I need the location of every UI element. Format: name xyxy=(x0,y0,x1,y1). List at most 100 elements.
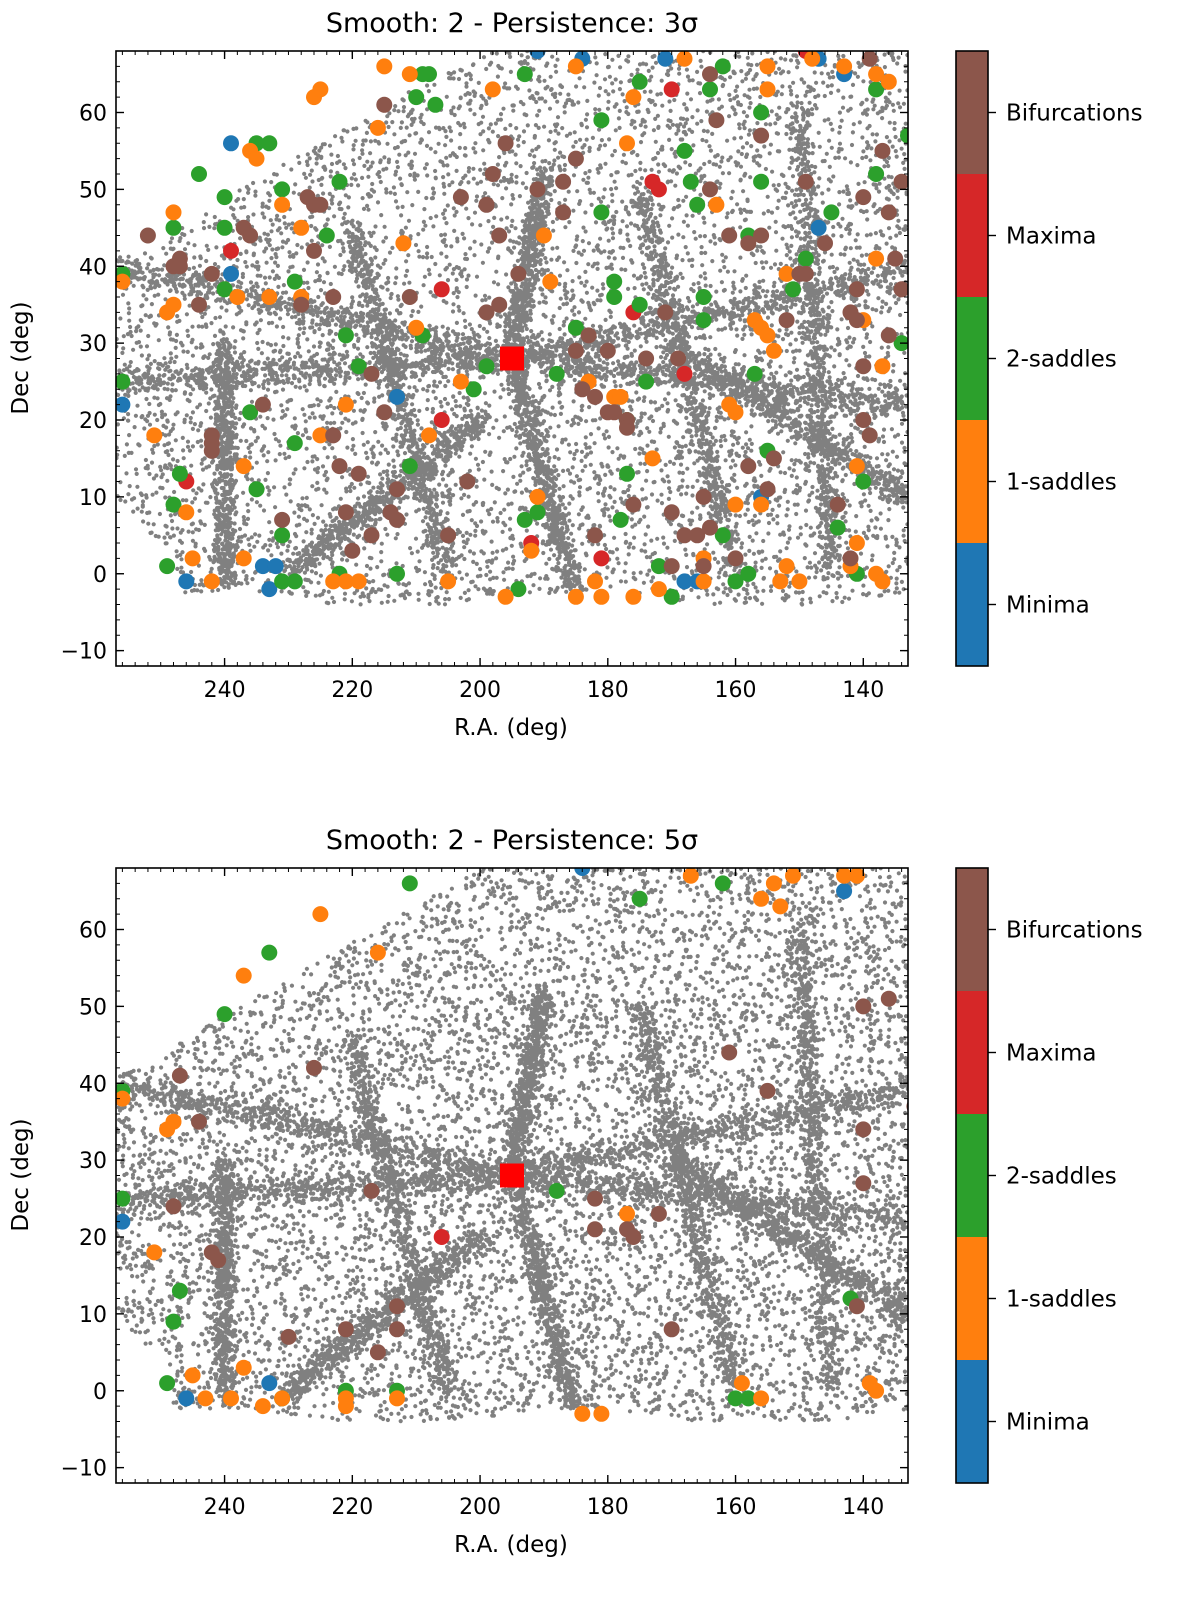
data-point xyxy=(274,511,291,528)
data-point xyxy=(785,281,801,298)
data-point xyxy=(491,227,508,244)
data-point xyxy=(293,296,310,313)
data-point xyxy=(676,365,693,382)
data-point xyxy=(529,181,546,198)
y-axis-label-1: Dec (deg) xyxy=(8,301,34,414)
data-point xyxy=(254,558,271,575)
data-point xyxy=(587,573,603,590)
data-point xyxy=(395,235,412,252)
data-point xyxy=(650,558,667,575)
data-point xyxy=(484,166,501,182)
data-point xyxy=(861,51,878,67)
data-point xyxy=(567,319,584,336)
data-point xyxy=(274,573,291,590)
data-point xyxy=(874,573,891,590)
data-point xyxy=(369,944,386,961)
data-point xyxy=(593,204,610,221)
data-point xyxy=(440,527,457,544)
data-point xyxy=(893,281,908,298)
colorbar-segment xyxy=(956,991,988,1115)
colorbar-segment xyxy=(956,1360,988,1484)
data-point xyxy=(401,66,418,83)
data-point xyxy=(759,81,776,98)
data-point xyxy=(116,1213,131,1230)
data-point xyxy=(223,242,239,259)
galaxy-cloud-2 xyxy=(116,868,908,1424)
data-point xyxy=(184,1367,201,1384)
data-point xyxy=(203,573,220,590)
data-point xyxy=(216,189,233,206)
data-point xyxy=(829,496,846,513)
data-point xyxy=(139,227,156,244)
data-point xyxy=(663,1321,680,1338)
data-point xyxy=(753,127,770,144)
data-point xyxy=(599,342,616,359)
data-point xyxy=(478,196,495,213)
data-point xyxy=(401,289,418,305)
colorbar-label: Bifurcations xyxy=(1006,918,1143,944)
data-point xyxy=(657,304,674,321)
data-point xyxy=(765,875,782,892)
data-point xyxy=(695,488,712,505)
x-tick-label: 240 xyxy=(204,678,246,703)
data-point xyxy=(312,427,329,444)
data-point xyxy=(772,898,789,915)
data-point xyxy=(880,73,897,90)
data-point xyxy=(318,227,335,244)
data-point xyxy=(235,458,252,475)
data-point xyxy=(676,573,693,590)
colorbar-frame xyxy=(955,867,989,1484)
data-point xyxy=(817,235,833,252)
data-point xyxy=(369,1344,386,1361)
x-tick-label: 200 xyxy=(459,1495,501,1520)
data-point xyxy=(778,558,795,575)
data-point xyxy=(695,312,712,329)
data-point xyxy=(478,304,495,321)
data-point xyxy=(848,535,865,551)
data-point xyxy=(913,497,929,513)
y-tick-label: 60 xyxy=(79,919,107,944)
series-bifurcations xyxy=(139,51,908,575)
data-point xyxy=(242,404,259,421)
data-point xyxy=(555,173,572,190)
y-axis-label-2: Dec (deg) xyxy=(8,1118,34,1231)
data-point xyxy=(619,419,635,436)
data-point xyxy=(593,112,610,129)
data-point xyxy=(529,504,546,521)
data-point xyxy=(631,890,648,907)
data-point xyxy=(497,588,514,605)
data-point xyxy=(874,358,891,375)
colorbar-2: Bifurcations Maxima 2-saddles 1-saddles Mini… xyxy=(955,867,1143,1484)
data-point xyxy=(740,458,757,475)
data-point xyxy=(389,565,405,582)
data-point xyxy=(727,1390,744,1407)
data-point xyxy=(868,250,885,267)
data-point xyxy=(670,350,687,367)
x-tick-label: 140 xyxy=(842,1495,884,1520)
data-point xyxy=(842,550,859,567)
data-point xyxy=(663,81,680,98)
data-point xyxy=(765,450,782,467)
data-point xyxy=(306,242,322,259)
colorbar-segment xyxy=(956,543,988,667)
data-point xyxy=(759,1082,776,1099)
coma-cluster-marker-1 xyxy=(500,346,524,371)
data-point xyxy=(689,196,706,213)
data-point xyxy=(861,427,878,444)
data-point xyxy=(510,265,527,282)
galaxy-points xyxy=(116,868,908,1424)
data-point xyxy=(848,281,865,298)
colorbar-segment xyxy=(956,297,988,421)
data-point xyxy=(714,58,731,75)
data-point xyxy=(242,227,259,244)
data-point xyxy=(116,373,131,390)
data-point xyxy=(727,550,744,567)
data-point xyxy=(523,542,540,559)
data-point xyxy=(331,173,348,190)
data-point xyxy=(116,273,131,290)
data-point xyxy=(452,373,469,390)
data-point xyxy=(753,1390,770,1407)
data-point xyxy=(261,581,278,598)
data-point xyxy=(363,1182,380,1199)
data-point xyxy=(727,573,744,590)
